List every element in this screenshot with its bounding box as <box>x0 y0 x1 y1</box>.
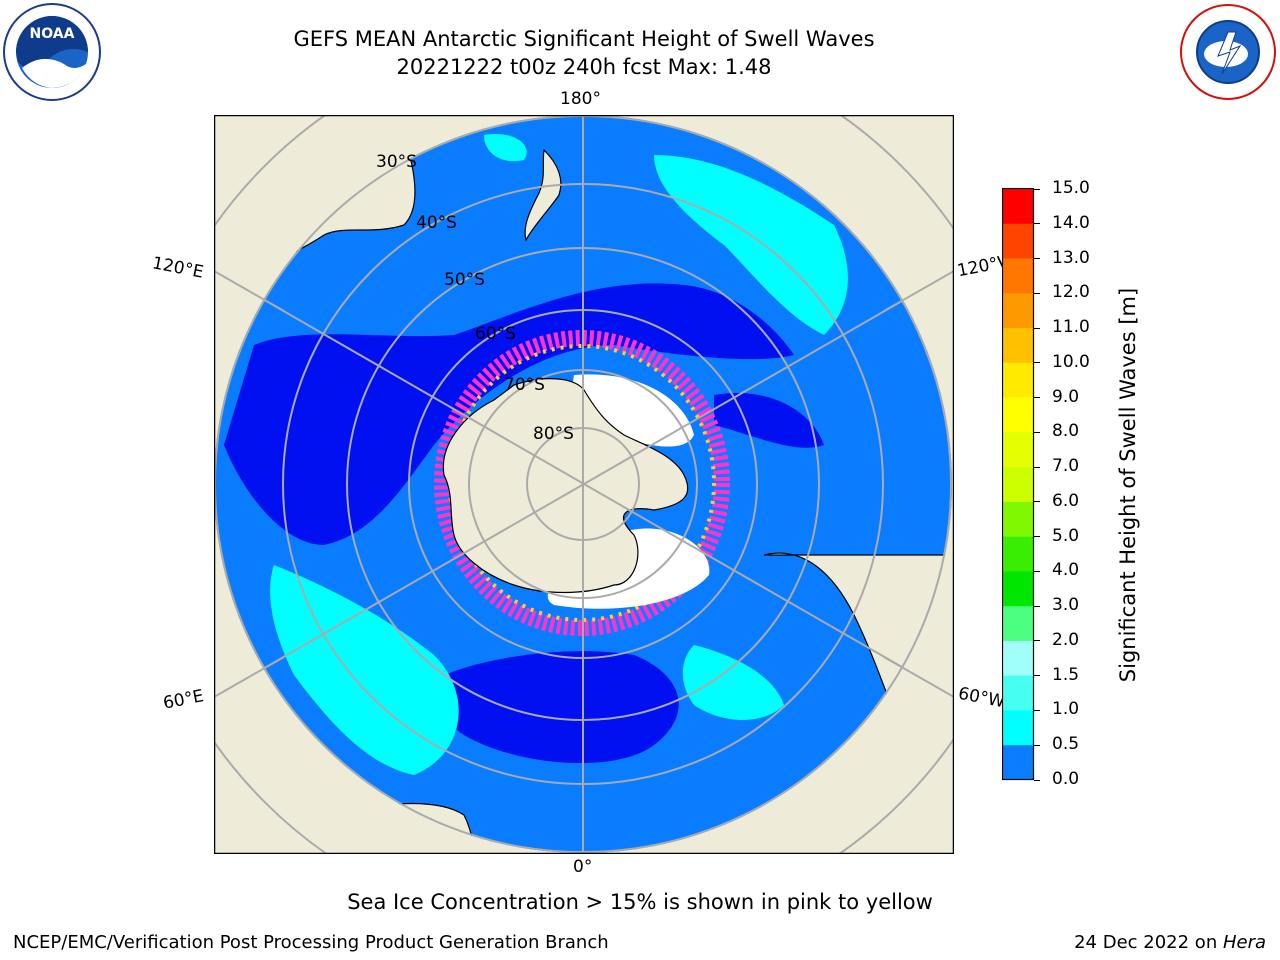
low-swell-region <box>224 283 794 545</box>
colorbar-tick-label: 10.0 <box>1052 351 1090 372</box>
lon-label-60w: 60°W <box>956 683 1007 713</box>
colorbar-tick-label: 2.0 <box>1052 629 1080 650</box>
colorbar-cell <box>1002 570 1034 607</box>
antarctica <box>442 378 689 594</box>
lat-label-30s: 30°S <box>376 152 417 172</box>
sea-ice-white <box>573 374 694 447</box>
colorbar-tick <box>1034 570 1040 572</box>
colorbar-cell <box>1002 431 1034 468</box>
ice-caption: Sea Ice Concentration > 15% is shown in … <box>347 890 933 914</box>
colorbar-tick <box>1034 431 1040 433</box>
colorbar-tick <box>1034 744 1040 746</box>
colorbar-tick-label: 5.0 <box>1052 525 1080 546</box>
lat-label-50s: 50°S <box>444 270 485 290</box>
colorbar-tick <box>1034 223 1040 225</box>
colorbar-title: Significant Height of Swell Waves [m] <box>1116 287 1140 683</box>
colorbar-cell <box>1002 744 1034 780</box>
high-swell-patch-nw <box>654 155 848 335</box>
colorbar-tick-label: 13.0 <box>1052 247 1090 268</box>
footer-org: NCEP/EMC/Verification Post Processing Pr… <box>13 932 609 953</box>
colorbar-cell <box>1002 709 1034 746</box>
lat-label-40s: 40°S <box>416 213 457 233</box>
colorbar-tick <box>1034 362 1040 364</box>
colorbar-tick-label: 12.0 <box>1052 282 1090 303</box>
colorbar-tick <box>1034 466 1040 468</box>
low-swell-region-south <box>433 651 679 764</box>
lat-label-60s: 60°S <box>475 324 516 344</box>
lat-label-80s: 80°S <box>533 424 574 444</box>
colorbar-tick <box>1034 779 1040 781</box>
colorbar-cell <box>1002 292 1034 329</box>
colorbar-tick <box>1034 292 1040 294</box>
chart-subtitle: 20221222 t00z 240h fcst Max: 1.48 <box>396 55 772 79</box>
colorbar-tick <box>1034 605 1040 607</box>
svg-text:NOAA: NOAA <box>30 26 75 42</box>
colorbar-cell <box>1002 327 1034 363</box>
colorbar-cell <box>1002 188 1034 224</box>
colorbar-tick-label: 11.0 <box>1052 317 1090 338</box>
colorbar-tick <box>1034 501 1040 503</box>
colorbar-tick-label: 0.5 <box>1052 734 1080 755</box>
colorbar-cell <box>1002 362 1034 398</box>
lon-label-60e: 60°E <box>161 686 206 714</box>
colorbar-cell <box>1002 258 1034 294</box>
colorbar-tick-label: 9.0 <box>1052 386 1080 407</box>
colorbar-cell <box>1002 605 1034 641</box>
new-zealand <box>524 148 562 242</box>
nws-logo <box>1178 2 1278 106</box>
colorbar-cell <box>1002 536 1034 572</box>
colorbar-tick-label: 1.0 <box>1052 699 1080 720</box>
high-swell-patch-sw <box>270 565 459 775</box>
colorbar-tick <box>1034 188 1040 190</box>
lon-label-180: 180° <box>560 89 601 109</box>
colorbar-tick-label: 1.5 <box>1052 664 1080 685</box>
colorbar-cell <box>1002 223 1034 259</box>
low-swell-region-east <box>714 393 824 448</box>
lon-label-0: 0° <box>573 857 593 877</box>
colorbar-tick-label: 4.0 <box>1052 560 1080 581</box>
colorbar-tick <box>1034 640 1040 642</box>
map-border <box>214 115 954 854</box>
footer-date: 24 Dec 2022 on Hera <box>1074 932 1266 953</box>
colorbar-tick <box>1034 397 1040 399</box>
colorbar-tick <box>1034 327 1040 329</box>
colorbar-cell <box>1002 501 1034 537</box>
colorbar-cell <box>1002 397 1034 433</box>
colorbar-tick-label: 15.0 <box>1052 178 1090 198</box>
chart-title: GEFS MEAN Antarctic Significant Height o… <box>293 27 875 51</box>
colorbar-tick <box>1034 675 1040 677</box>
lon-label-120e: 120°E <box>150 253 206 283</box>
colorbar-tick <box>1034 536 1040 538</box>
colorbar-cell <box>1002 640 1034 676</box>
colorbar-cell <box>1002 675 1034 711</box>
high-swell-patch-n <box>484 134 527 162</box>
polar-map <box>214 115 954 854</box>
colorbar-tick-label: 14.0 <box>1052 212 1090 233</box>
colorbar-tick-label: 8.0 <box>1052 421 1080 442</box>
colorbar-tick-label: 0.0 <box>1052 769 1080 789</box>
lat-label-70s: 70°S <box>504 375 545 395</box>
colorbar-tick-label: 3.0 <box>1052 595 1080 616</box>
footer-host: Hera <box>1222 932 1266 953</box>
sea-ice-edge <box>434 330 730 636</box>
colorbar-tick-label: 7.0 <box>1052 456 1080 477</box>
high-swell-patch-se <box>682 645 784 720</box>
colorbar-tick <box>1034 258 1040 260</box>
noaa-logo: NOAA <box>2 2 102 106</box>
colorbar <box>1002 188 1035 781</box>
colorbar-cell <box>1002 466 1034 502</box>
colorbar-tick-label: 6.0 <box>1052 490 1080 511</box>
colorbar-tick <box>1034 709 1040 711</box>
